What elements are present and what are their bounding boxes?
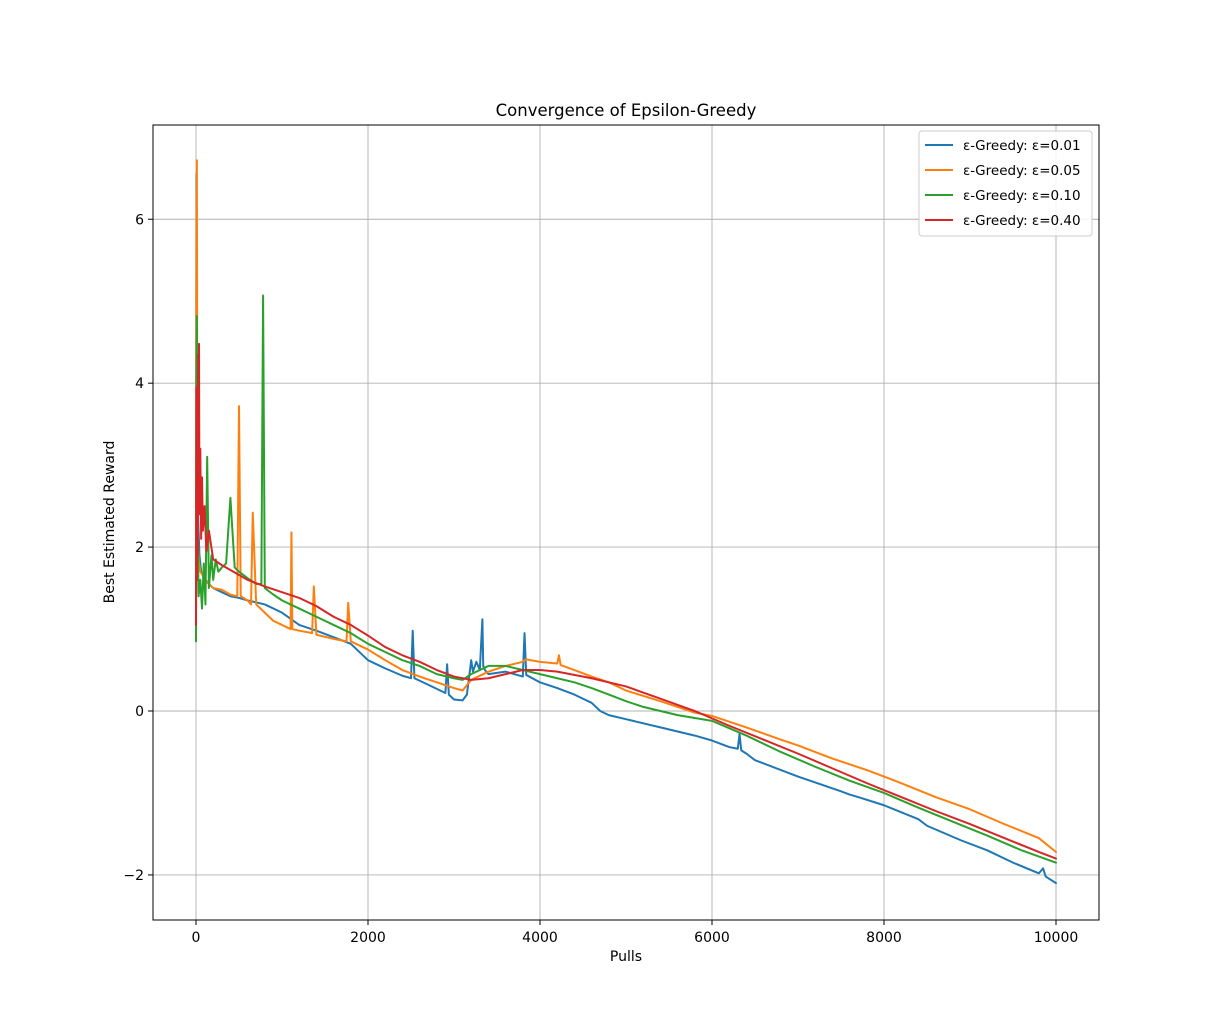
legend-box	[918, 130, 1093, 237]
legend-label: ε-Greedy: ε=0.40	[963, 213, 1081, 229]
legend: ε-Greedy: ε=0.01 ε-Greedy: ε=0.05 ε-Greedy…	[918, 130, 1093, 237]
legend-label: ε-Greedy: ε=0.10	[963, 188, 1081, 204]
x-tick-label: 10000	[1034, 930, 1079, 946]
x-tick-label: 2000	[350, 930, 386, 946]
legend-label: ε-Greedy: ε=0.01	[963, 138, 1081, 154]
x-tick-label: 4000	[522, 930, 558, 946]
x-tick-label: 0	[192, 930, 201, 946]
x-tick-label: 8000	[866, 930, 902, 946]
plot-frame	[152, 124, 1100, 921]
y-tick-label: 2	[135, 540, 144, 556]
y-tick-label: 0	[135, 704, 144, 720]
y-tick-label: 4	[135, 376, 144, 392]
y-axis-label: Best Estimated Reward	[102, 441, 118, 604]
y-tick-label: −2	[123, 868, 144, 884]
y-tick-label: 6	[135, 212, 144, 228]
x-tick-label: 6000	[694, 930, 730, 946]
y-axis: −2 0 2 4 6	[123, 212, 153, 884]
series-line-3	[195, 342, 1057, 860]
series-line-1	[195, 159, 1057, 853]
legend-label: ε-Greedy: ε=0.05	[963, 163, 1081, 179]
series-lines	[195, 159, 1057, 885]
series-line-2	[195, 294, 1057, 864]
x-axis-label: Pulls	[610, 949, 642, 965]
x-axis: 0 2000 4000 6000 8000 10000	[192, 920, 1079, 946]
chart-title: Convergence of Epsilon-Greedy	[496, 101, 757, 120]
